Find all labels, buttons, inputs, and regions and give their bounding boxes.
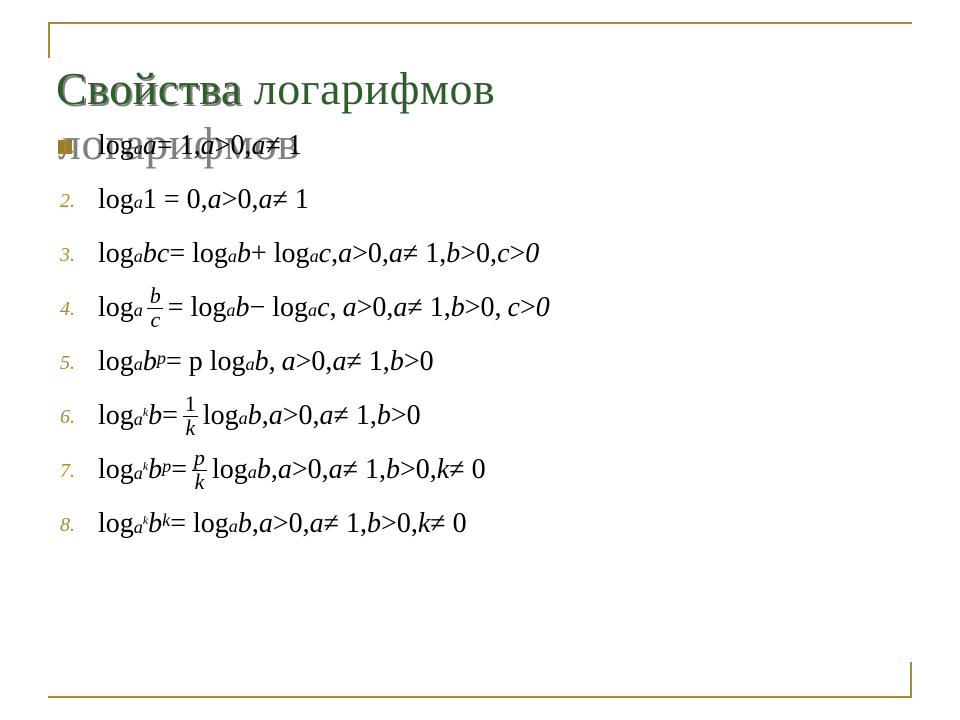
list-number: 5.	[60, 350, 98, 375]
list-item: 1.loga a = 1, a>0, a ≠ 1	[60, 122, 920, 170]
formula: logak bk = loga b , a>0, a ≠ 1, b>0, k ≠…	[98, 507, 467, 541]
list-number: 2.	[60, 188, 98, 213]
list-number: 7.	[60, 458, 98, 483]
list-number: 3.	[60, 242, 98, 267]
list-item: 5.loga bp= p loga b,a>0, a ≠ 1, b>0	[60, 338, 920, 386]
formula: loga 1 = 0, a>0, a ≠ 1	[98, 183, 309, 217]
list-number: 1.	[60, 134, 98, 159]
page-title: Свойства логарифмов Свойства логарифмов	[56, 62, 495, 115]
formula: logak bp = pk loga b , a>0, a ≠ 1, b>0, …	[98, 447, 486, 494]
formula: loga bp= p loga b,a>0, a ≠ 1, b>0	[98, 345, 434, 379]
frame-right	[910, 662, 912, 698]
formula: loga bc = loga b − loga c,a>0, a ≠ 1, b>…	[98, 285, 550, 332]
formula: loga bc = loga b + loga c , a>0, a ≠ 1, …	[98, 237, 539, 271]
list-number: 6.	[60, 404, 98, 429]
list-item: 3.loga bc = loga b + loga c , a>0, a ≠ 1…	[60, 230, 920, 278]
list-number: 8.	[60, 512, 98, 537]
frame-left	[48, 22, 50, 58]
slide: Свойства логарифмов Свойства логарифмов …	[0, 0, 960, 720]
frame-bottom	[48, 696, 912, 698]
title-text: Свойства логарифмов	[56, 63, 495, 114]
list-item: 2.loga 1 = 0, a>0, a ≠ 1	[60, 176, 920, 224]
formula: loga a = 1, a>0, a ≠ 1	[98, 129, 302, 163]
formula: logak b= 1k loga b , a>0, a ≠ 1, b>0	[98, 393, 421, 440]
list-item: 6.logak b= 1k loga b , a>0, a ≠ 1, b>0	[60, 392, 920, 440]
formula-list: 1.loga a = 1, a>0, a ≠ 12.loga 1 = 0, a>…	[60, 122, 920, 554]
frame-top	[48, 22, 912, 24]
list-number: 4.	[60, 296, 98, 321]
list-item: 8.logak bk = loga b , a>0, a ≠ 1, b>0, k…	[60, 500, 920, 548]
list-item: 4.loga bc = loga b − loga c,a>0, a ≠ 1, …	[60, 284, 920, 332]
list-item: 7.logak bp = pk loga b , a>0, a ≠ 1, b>0…	[60, 446, 920, 494]
